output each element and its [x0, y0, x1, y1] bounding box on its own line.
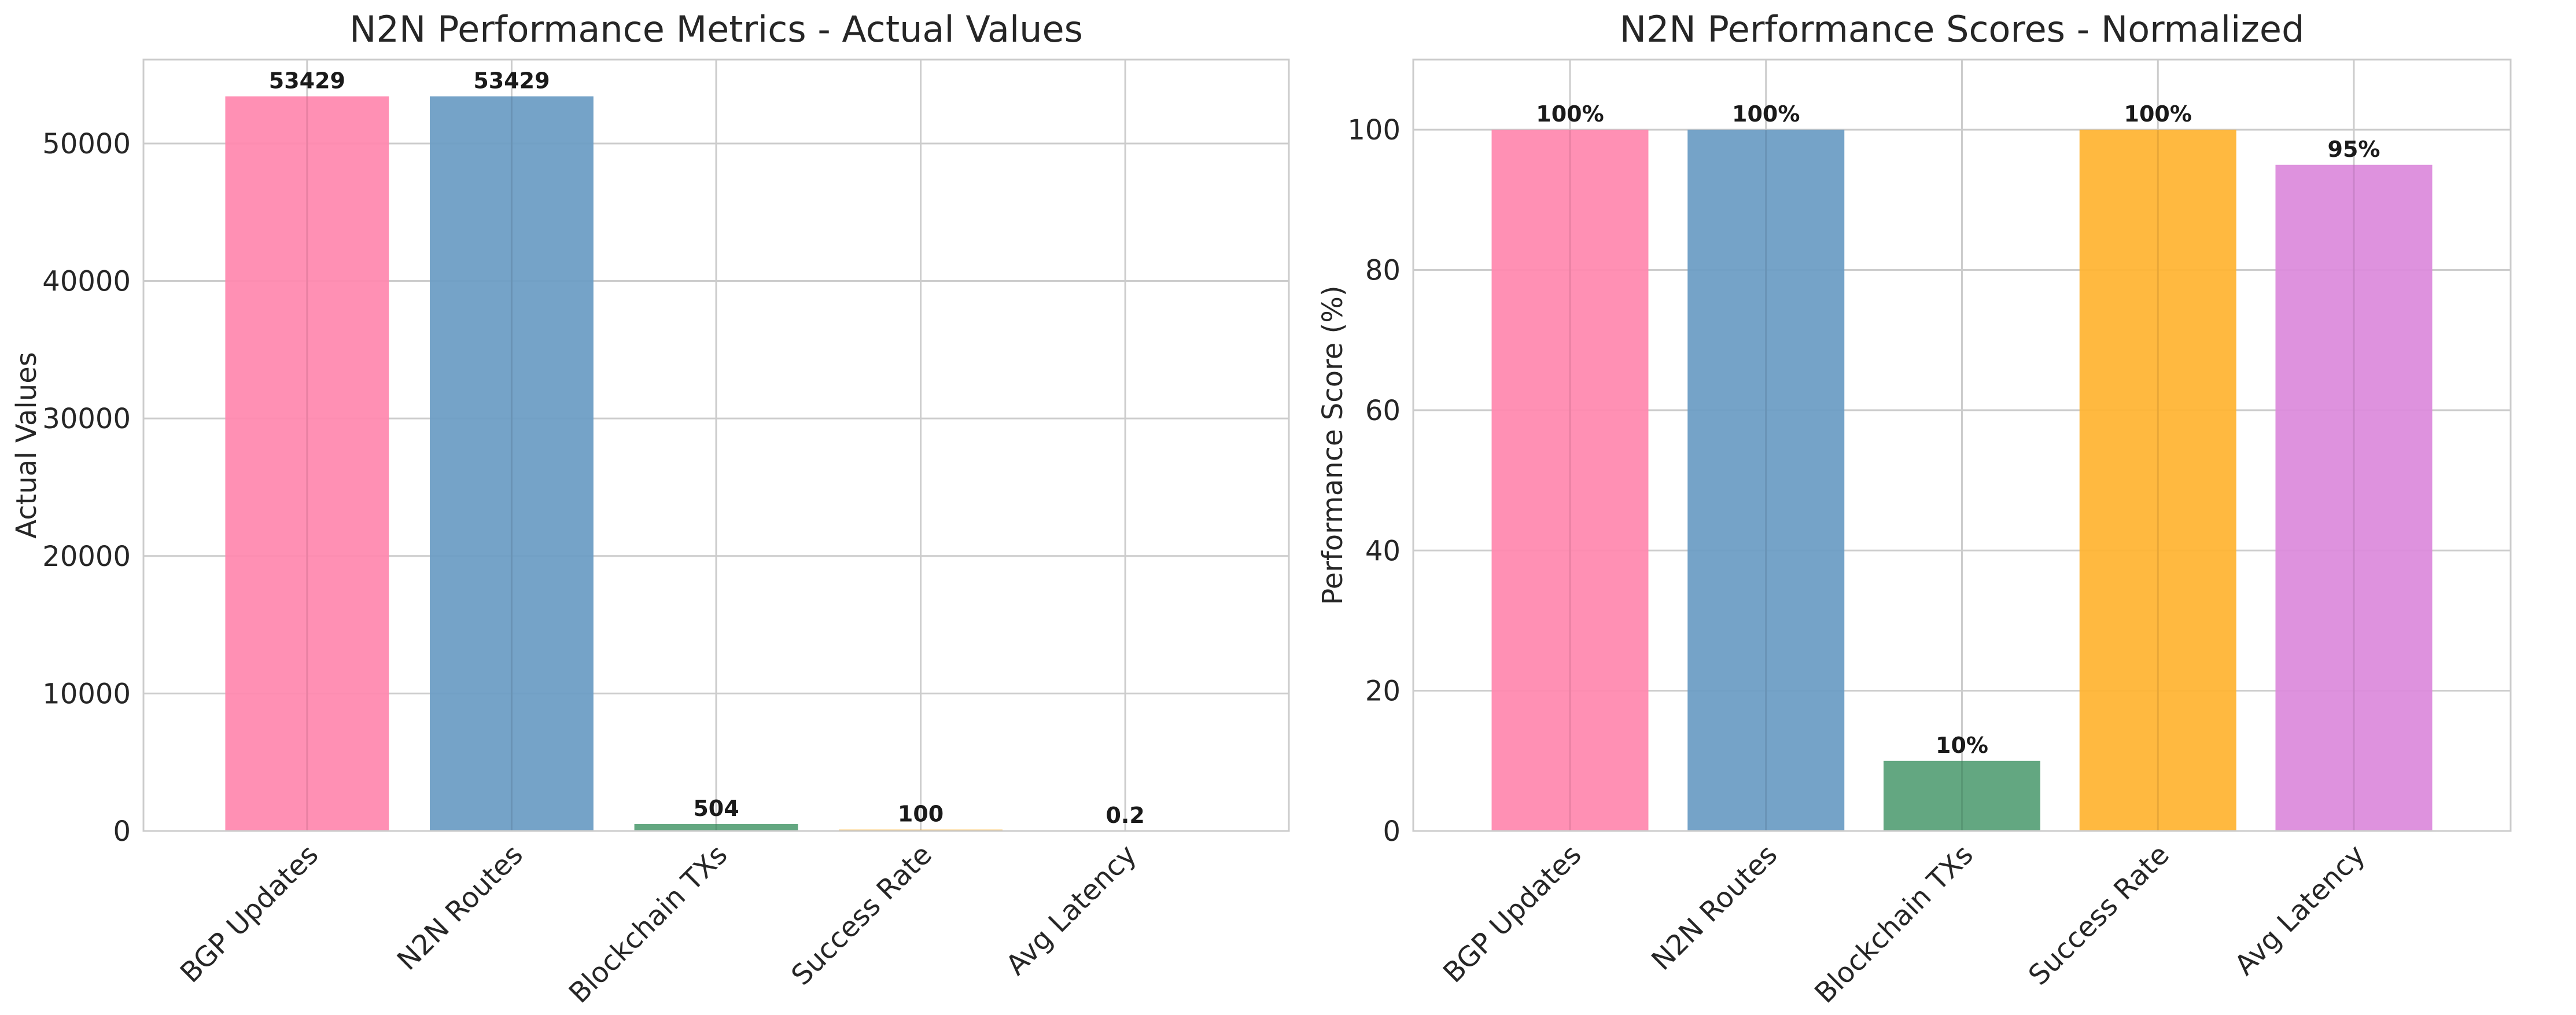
y-tick-label: 30000 — [42, 403, 131, 435]
x-tick-label: Blockchain TXs — [563, 839, 734, 1010]
bar-value-label: 10% — [1936, 733, 1988, 758]
y-tick-label: 0 — [113, 815, 131, 848]
bar-value-label: 504 — [693, 796, 739, 821]
y-tick-label: 20000 — [42, 540, 131, 573]
y-tick-label: 60 — [1365, 395, 1401, 427]
chart-actual-values: N2N Performance Metrics - Actual Values A… — [10, 8, 1290, 1010]
x-tick-label: Blockchain TXs — [1808, 839, 1980, 1010]
y-tick-label: 80 — [1365, 255, 1401, 287]
bar-value-label: 100 — [898, 801, 944, 827]
chart-title: N2N Performance Scores - Normalized — [1620, 8, 2305, 50]
plot-frame — [142, 58, 1290, 832]
x-tick-label: Success Rate — [785, 839, 938, 992]
bar — [1884, 760, 2040, 831]
plot-frame — [1412, 58, 2512, 832]
bar — [634, 824, 798, 831]
y-axis-label: Actual Values — [10, 352, 43, 538]
bar — [430, 96, 594, 831]
y-tick-label: 40000 — [42, 266, 131, 298]
bar-value-label: 100% — [1536, 101, 1604, 127]
bar — [2079, 130, 2236, 831]
x-tick-label: N2N Routes — [1645, 839, 1783, 977]
bar — [225, 96, 389, 831]
bar-value-label: 53429 — [473, 68, 550, 93]
x-tick-label: Avg Latency — [1000, 839, 1143, 981]
bar — [2275, 164, 2433, 832]
y-tick-label: 40 — [1365, 535, 1401, 567]
bar-value-label: 53429 — [269, 68, 345, 93]
x-tick-label: Success Rate — [2022, 839, 2176, 992]
bar-value-label: 95% — [2328, 137, 2380, 162]
bar-value-label: 100% — [1732, 101, 1800, 127]
x-tick-label: BGP Updates — [174, 839, 325, 989]
y-tick-label: 10000 — [42, 678, 131, 710]
chart-normalized-scores: N2N Performance Scores - Normalized Perfo… — [1317, 8, 2512, 1010]
y-axis-label: Performance Score (%) — [1317, 285, 1349, 605]
y-tick-label: 100 — [1347, 114, 1401, 146]
x-tick-label: BGP Updates — [1437, 839, 1587, 989]
x-tick-label: Avg Latency — [2228, 839, 2371, 981]
y-tick-label: 20 — [1365, 675, 1401, 708]
bar — [1491, 130, 1649, 831]
bar — [1687, 130, 1845, 831]
bar-value-label: 100% — [2124, 101, 2192, 127]
bar-value-label: 0.2 — [1105, 803, 1144, 828]
y-tick-label: 50000 — [42, 128, 131, 160]
chart-title: N2N Performance Metrics - Actual Values — [349, 8, 1083, 50]
x-tick-label: N2N Routes — [391, 839, 529, 977]
y-tick-label: 0 — [1383, 815, 1401, 848]
